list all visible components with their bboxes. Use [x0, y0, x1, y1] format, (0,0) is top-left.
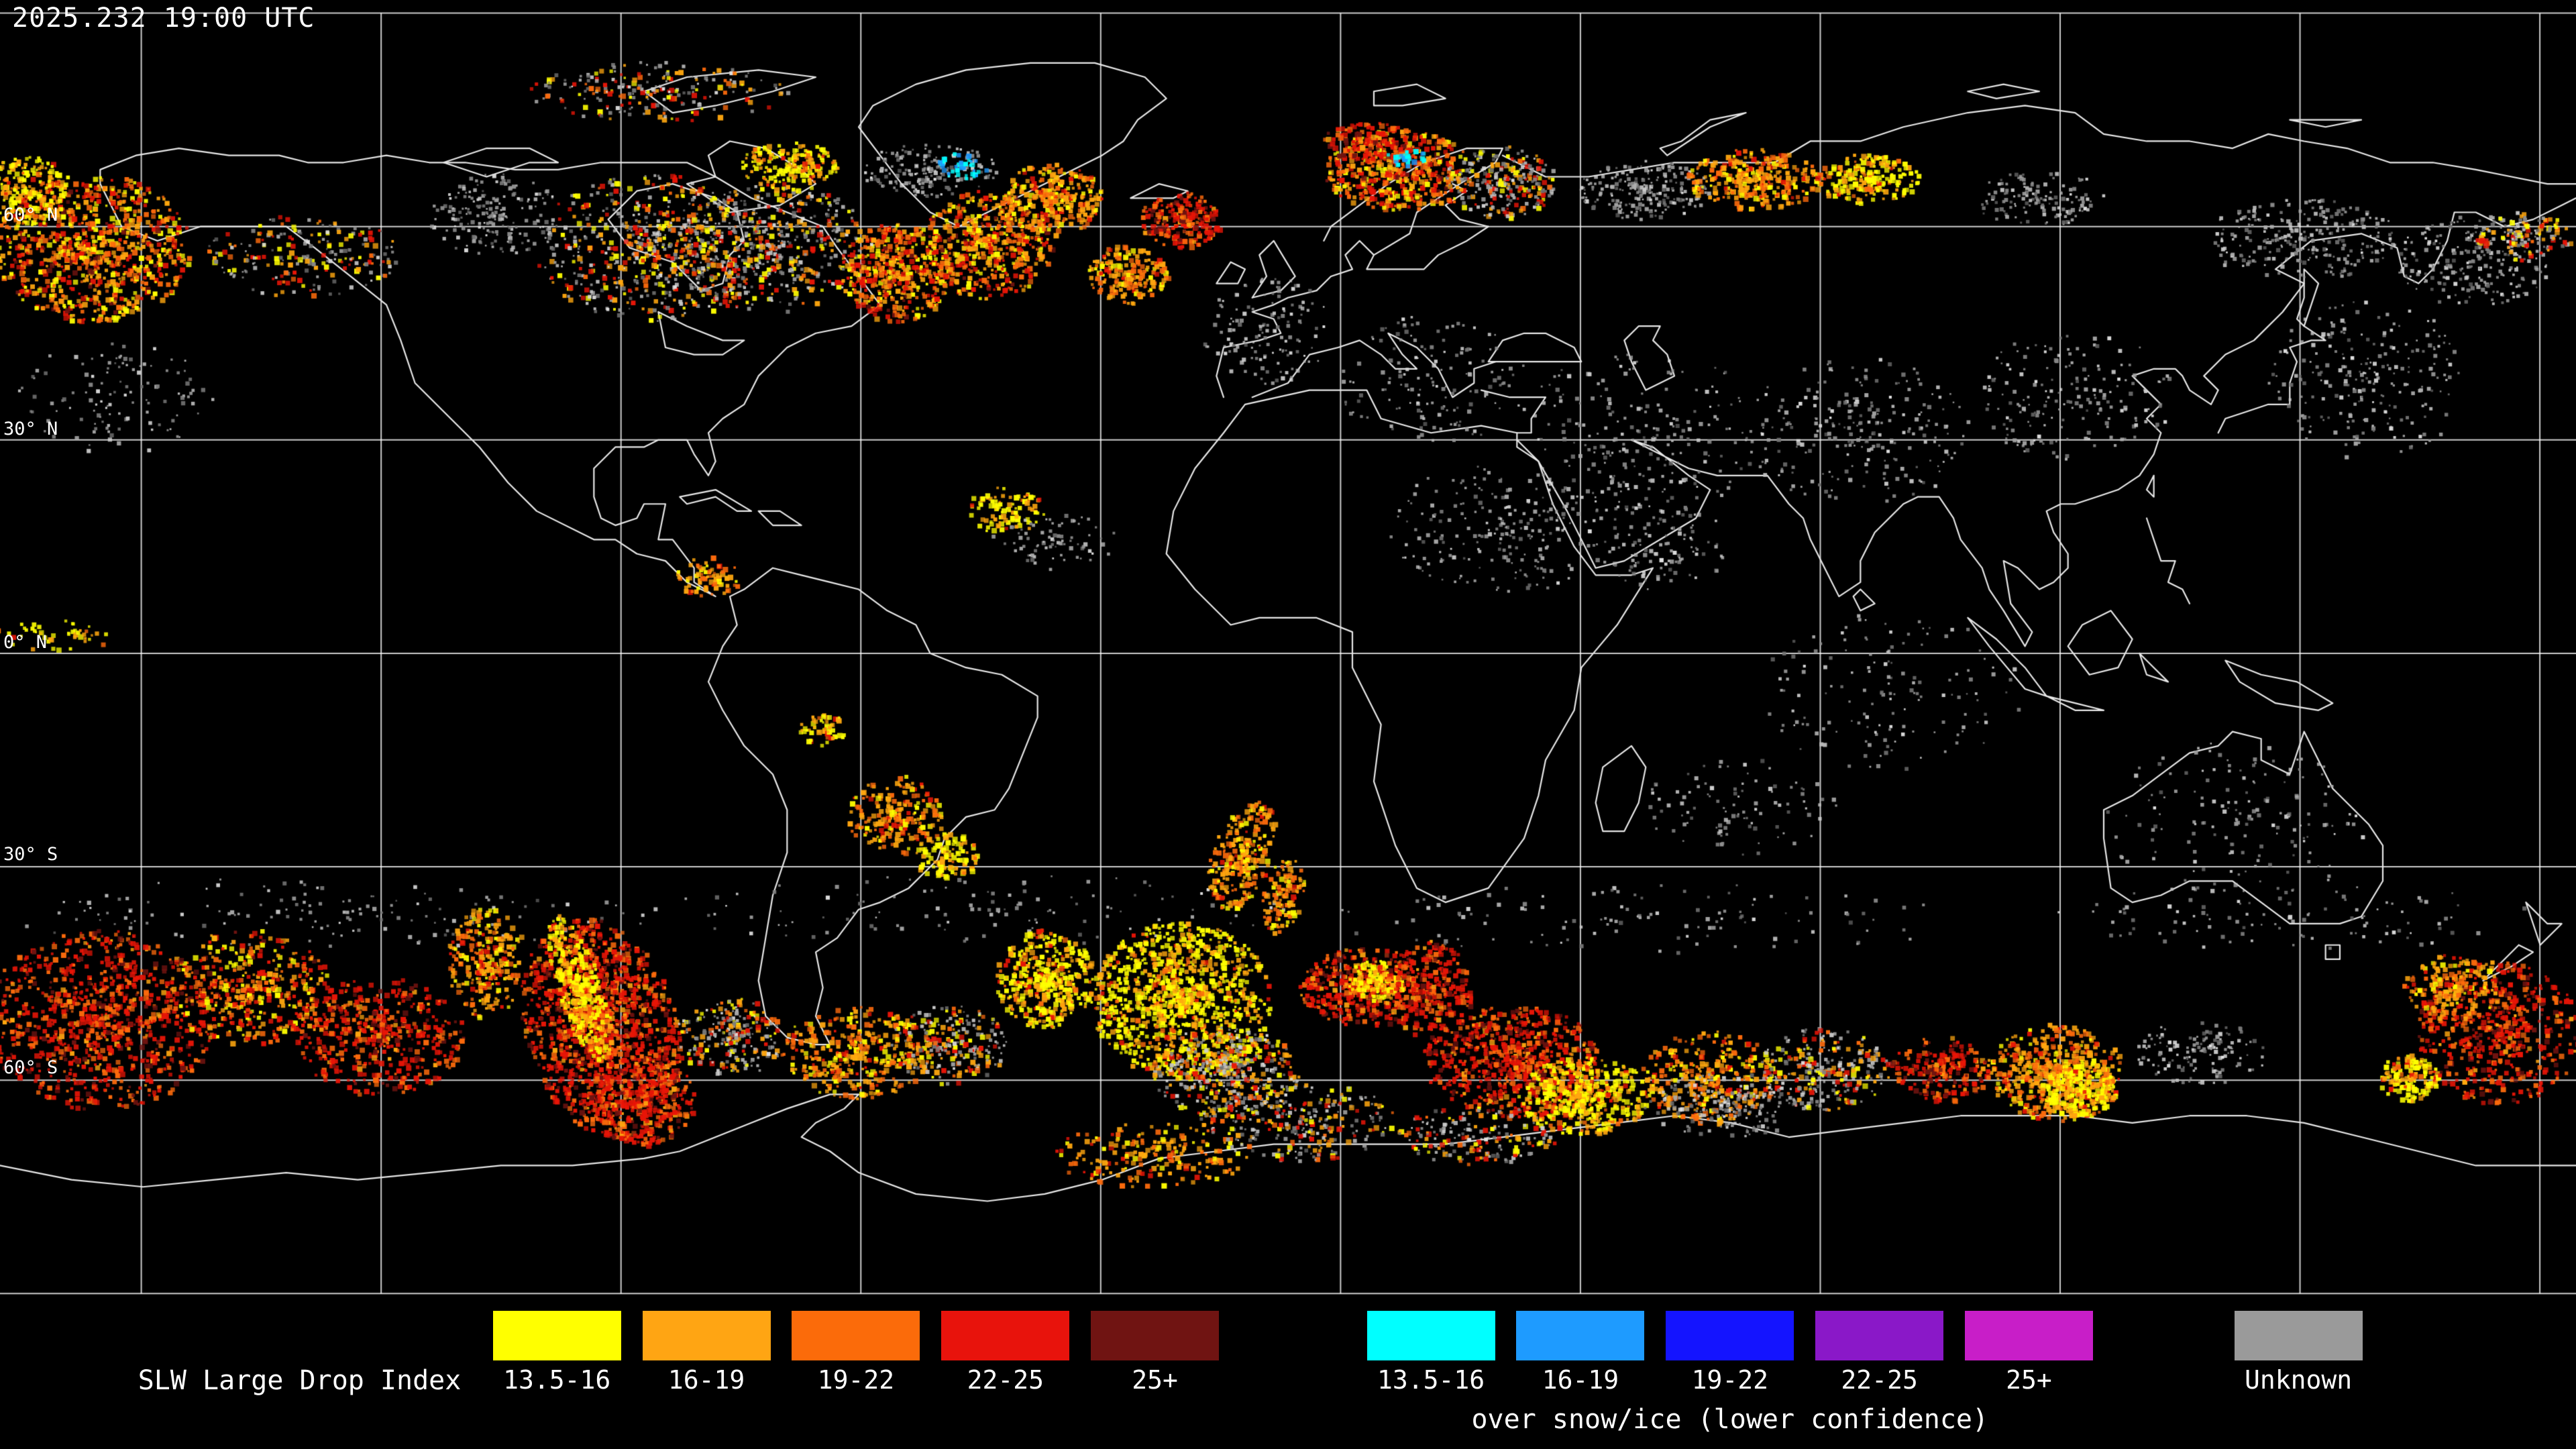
legend-label-snow-0: 13.5-16 [1377, 1364, 1485, 1395]
legend-label-snow-4: 25+ [2006, 1364, 2052, 1395]
legend-label-clear-0: 13.5-16 [503, 1364, 611, 1395]
legend-label-snow-2: 19-22 [1691, 1364, 1768, 1395]
legend-swatch-clear-4 [1091, 1311, 1220, 1361]
legend-label-snow-3: 22-25 [1841, 1364, 1918, 1395]
legend-label-clear-4: 25+ [1132, 1364, 1178, 1395]
legend-label-unknown: Unknown [2245, 1364, 2353, 1395]
legend-swatch-clear-3 [941, 1311, 1070, 1361]
legend-swatch-snow-1 [1516, 1311, 1645, 1361]
lat-label-3: 30° S [3, 844, 58, 865]
legend-label-clear-1: 16-19 [667, 1364, 745, 1395]
legend-swatch-clear-2 [792, 1311, 920, 1361]
legend-snow-caption: over snow/ice (lower confidence) [1471, 1404, 1989, 1436]
lat-label-1: 30° N [3, 418, 58, 439]
lat-label-4: 60° S [3, 1057, 58, 1079]
legend-swatch-snow-3 [1815, 1311, 1944, 1361]
timestamp: 2025.232 19:00 UTC [12, 3, 315, 34]
legend-swatch-snow-2 [1666, 1311, 1794, 1361]
legend-swatch-snow-0 [1366, 1311, 1495, 1361]
legend-label-snow-1: 16-19 [1542, 1364, 1619, 1395]
legend-swatch-snow-4 [1964, 1311, 2093, 1361]
legend-label-clear-2: 19-22 [817, 1364, 895, 1395]
legend-swatch-unknown [2234, 1311, 2363, 1361]
lat-label-0: 60° N [3, 205, 58, 226]
legend-swatch-clear-0 [492, 1311, 621, 1361]
legend-swatch-clear-1 [642, 1311, 771, 1361]
legend-label-clear-3: 22-25 [967, 1364, 1044, 1395]
legend-title: SLW Large Drop Index [138, 1364, 462, 1396]
lat-label-2: 0° N [3, 632, 48, 653]
